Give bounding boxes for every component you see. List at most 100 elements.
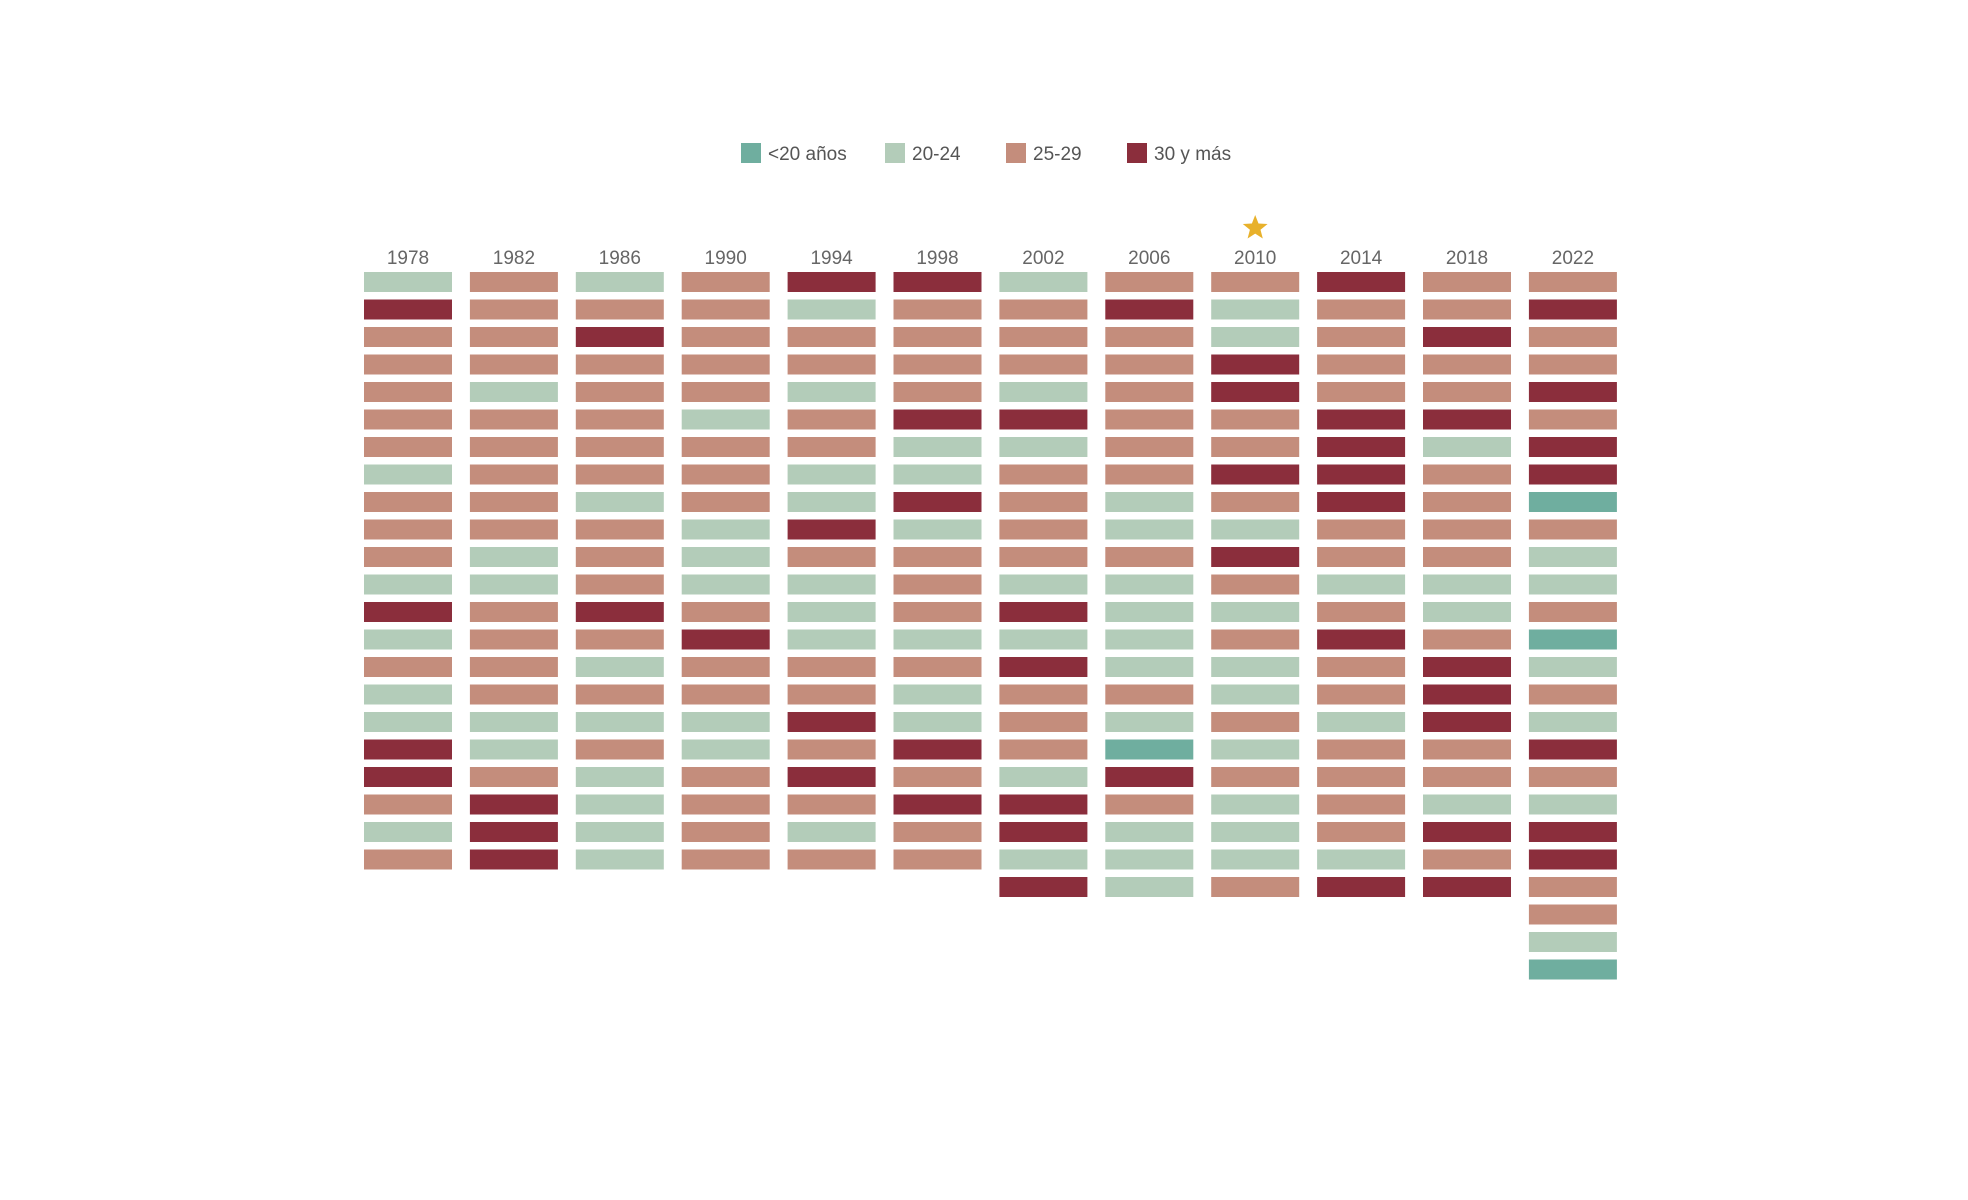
bar-1982-10 [469,519,558,540]
bar-1978-5 [364,382,452,402]
bar-2002-2 [999,299,1088,320]
bar-1990-18 [681,739,770,760]
bar-2002-13 [999,602,1088,622]
bar-1998-13 [893,602,982,622]
legend-label-30+: 30 y más [1154,144,1231,165]
column-2002: 2002 [999,248,1088,897]
bar-2018-21 [1423,822,1511,842]
bar-1998-1 [893,272,982,292]
bar-2022-8 [1528,464,1617,485]
bar-2018-11 [1423,547,1511,567]
bar-2002-10 [999,519,1088,540]
bar-1998-8 [893,464,982,485]
bar-1982-19 [469,767,558,787]
bar-2014-10 [1317,519,1406,540]
year-label: 2006 [1128,248,1170,269]
bar-2006-2 [1105,299,1194,320]
bar-1998-15 [893,657,982,677]
bar-1982-15 [469,657,558,677]
bar-1994-16 [787,684,876,705]
bar-2006-8 [1105,464,1194,485]
column-2018: 2018 [1423,248,1511,897]
bar-2006-17 [1105,712,1194,732]
bar-2022-4 [1528,354,1617,375]
year-label: 2014 [1340,248,1383,269]
bar-2010-16 [1211,684,1300,705]
bar-1978-14 [364,629,452,650]
bar-2022-23 [1528,877,1617,897]
bar-2022-25 [1528,932,1617,952]
bar-2018-23 [1423,877,1511,897]
bar-2014-5 [1317,382,1406,402]
bar-1986-4 [575,354,664,375]
bar-1990-4 [681,354,770,375]
bar-1994-13 [787,602,876,622]
bar-2010-21 [1211,822,1300,842]
bar-2014-23 [1317,877,1406,897]
bar-2006-22 [1105,849,1194,870]
bar-1990-3 [681,327,770,347]
bar-1994-20 [787,794,876,815]
bar-1990-9 [681,492,770,512]
bar-1978-11 [364,547,452,567]
bar-1982-12 [469,574,558,595]
bar-2018-14 [1423,629,1511,650]
bar-2018-10 [1423,519,1511,540]
bar-2002-21 [999,822,1088,842]
bar-2022-26 [1528,959,1617,980]
column-1978: 1978 [364,248,452,870]
bar-2010-20 [1211,794,1300,815]
bar-1994-22 [787,849,876,870]
bar-1978-16 [364,684,452,705]
bar-2002-9 [999,492,1088,512]
bar-2006-4 [1105,354,1194,375]
bar-1986-18 [575,739,664,760]
bar-1986-7 [575,437,664,457]
legend-label-20-24: 20-24 [912,144,961,165]
bar-1990-10 [681,519,770,540]
bar-2014-8 [1317,464,1406,485]
bar-2022-15 [1528,657,1617,677]
bar-1986-22 [575,849,664,870]
bar-1994-11 [787,547,876,567]
bar-2022-5 [1528,382,1617,402]
bar-1978-3 [364,327,452,347]
bar-2010-8 [1211,464,1300,485]
bar-2014-19 [1317,767,1406,787]
bar-2002-19 [999,767,1088,787]
bar-1982-3 [469,327,558,347]
bar-2006-14 [1105,629,1194,650]
bar-1990-13 [681,602,770,622]
bar-1994-21 [787,822,876,842]
bar-2022-17 [1528,712,1617,732]
bar-1978-15 [364,657,452,677]
bar-2014-1 [1317,272,1406,292]
bar-1990-6 [681,409,770,430]
bar-2014-4 [1317,354,1406,375]
bar-1978-13 [364,602,452,622]
bar-2006-21 [1105,822,1194,842]
bar-2002-23 [999,877,1088,897]
bar-1998-22 [893,849,982,870]
bar-1982-21 [469,822,558,842]
legend-swatch-20-24 [885,143,905,163]
bar-2010-2 [1211,299,1300,320]
bar-2018-1 [1423,272,1511,292]
bar-2014-16 [1317,684,1406,705]
bar-1982-17 [469,712,558,732]
column-1982: 1982 [469,248,558,870]
bar-1998-5 [893,382,982,402]
column-1990: 1990 [681,248,770,870]
bar-1978-18 [364,739,452,760]
bar-2010-22 [1211,849,1300,870]
bar-2002-17 [999,712,1088,732]
bar-1986-15 [575,657,664,677]
bar-2006-18 [1105,739,1194,760]
bar-1982-22 [469,849,558,870]
bar-2006-6 [1105,409,1194,430]
bar-2014-7 [1317,437,1406,457]
year-label: 1986 [599,248,641,269]
bar-2006-13 [1105,602,1194,622]
bar-2014-14 [1317,629,1406,650]
year-label: 1998 [916,248,958,269]
